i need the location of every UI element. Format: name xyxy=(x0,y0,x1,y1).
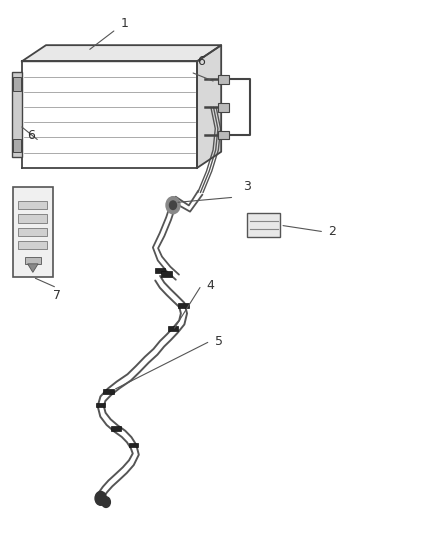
Bar xyxy=(12,72,22,157)
Text: 3: 3 xyxy=(244,180,251,193)
Text: 5: 5 xyxy=(215,335,223,348)
Circle shape xyxy=(102,497,110,507)
Polygon shape xyxy=(28,264,38,272)
Text: 6: 6 xyxy=(198,55,205,68)
Circle shape xyxy=(170,201,177,209)
Bar xyxy=(218,75,229,84)
Bar xyxy=(168,326,178,332)
Circle shape xyxy=(95,491,106,505)
Bar xyxy=(111,426,121,431)
Bar xyxy=(129,443,138,447)
Text: 6: 6 xyxy=(27,130,35,142)
Text: 1: 1 xyxy=(121,18,129,30)
Bar xyxy=(155,268,165,273)
Bar xyxy=(178,303,189,308)
Bar xyxy=(18,214,47,223)
Bar xyxy=(13,139,21,152)
Bar xyxy=(161,271,172,277)
Bar xyxy=(218,131,229,139)
Text: 2: 2 xyxy=(328,225,336,238)
Polygon shape xyxy=(197,45,221,168)
Bar xyxy=(25,257,41,264)
Bar xyxy=(218,103,229,111)
Text: 4: 4 xyxy=(206,279,214,292)
Circle shape xyxy=(166,197,180,214)
Bar xyxy=(13,77,21,91)
Bar xyxy=(18,201,47,209)
Bar xyxy=(13,187,53,277)
Text: 7: 7 xyxy=(53,289,61,302)
Bar xyxy=(103,389,114,394)
Bar xyxy=(96,403,105,407)
Bar xyxy=(247,213,280,237)
Polygon shape xyxy=(22,45,221,61)
Bar xyxy=(18,241,47,249)
Bar xyxy=(18,228,47,236)
